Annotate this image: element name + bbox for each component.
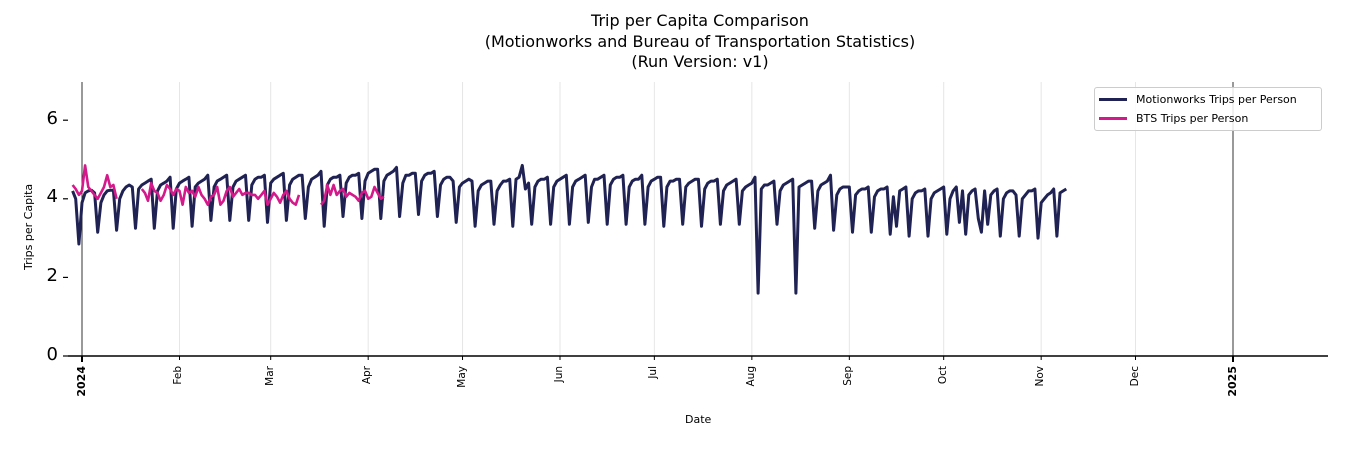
x-tick-oct: Oct — [936, 366, 949, 385]
y-tick-2: 2 — [46, 265, 58, 286]
x-tick-2024: 2024 — [75, 366, 88, 397]
title-line-2: (Motionworks and Bureau of Transportatio… — [484, 31, 916, 51]
gridlines — [81, 82, 1234, 356]
x-tick-jul: Jul — [647, 366, 660, 379]
motionworks-line — [71, 163, 1068, 295]
x-axis-label: Date — [685, 413, 712, 426]
series-lines — [71, 163, 1068, 295]
y-tick-6: 6 — [46, 108, 58, 129]
title-line-3: (Run Version: v1) — [631, 52, 769, 71]
x-tick-feb: Feb — [172, 366, 185, 385]
x-tick-jun: Jun — [553, 366, 565, 383]
bts-line — [319, 183, 385, 206]
legend-item-bts: BTS Trips per Person — [1099, 110, 1248, 126]
y-axis-label: Trips per Capita — [22, 183, 35, 270]
x-tick-2025: 2025 — [1226, 366, 1239, 397]
bts-line — [71, 164, 118, 201]
legend-label-bts: BTS Trips per Person — [1136, 111, 1249, 125]
legend-swatch-motionworks — [1099, 97, 1127, 101]
legend-label-motionworks: Motionworks Trips per Person — [1136, 92, 1297, 106]
x-tick-sep: Sep — [842, 366, 855, 386]
title-line-1: Trip per Capita Comparison — [591, 11, 809, 30]
legend-item-motionworks: Motionworks Trips per Person — [1099, 91, 1297, 107]
axes — [63, 119, 1328, 362]
bts-line — [140, 181, 301, 206]
y-tick-4: 4 — [46, 186, 58, 207]
x-tick-dec: Dec — [1128, 366, 1141, 387]
x-tick-aug: Aug — [744, 366, 757, 387]
x-tick-may: May — [455, 366, 468, 388]
y-tick-0: 0 — [46, 344, 58, 365]
legend: Motionworks Trips per Person BTS Trips p… — [1094, 87, 1322, 131]
legend-swatch-bts — [1099, 116, 1127, 120]
x-tick-mar: Mar — [263, 366, 276, 386]
chart-title: Trip per Capita Comparison (Motionworks … — [0, 11, 1350, 73]
x-tick-nov: Nov — [1034, 366, 1047, 387]
x-tick-apr: Apr — [361, 366, 374, 385]
